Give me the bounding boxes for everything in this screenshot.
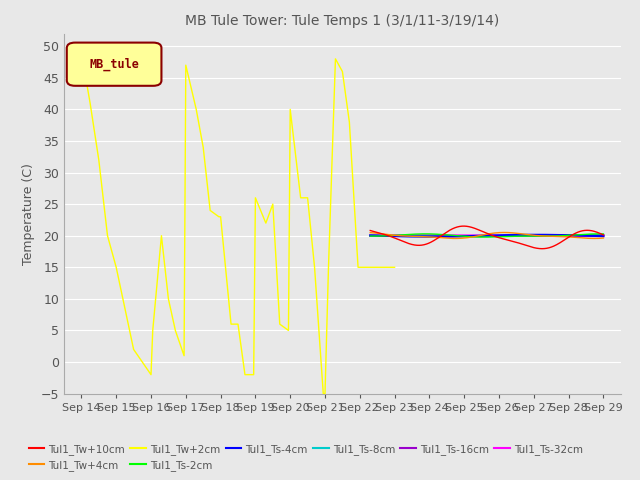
Legend: Tul1_Tw+10cm, Tul1_Tw+4cm, Tul1_Tw+2cm, Tul1_Ts-2cm, Tul1_Ts-4cm, Tul1_Ts-8cm, T: Tul1_Tw+10cm, Tul1_Tw+4cm, Tul1_Tw+2cm, … <box>24 439 588 475</box>
Y-axis label: Temperature (C): Temperature (C) <box>22 163 35 264</box>
Text: MB_tule: MB_tule <box>89 58 139 71</box>
Title: MB Tule Tower: Tule Temps 1 (3/1/11-3/19/14): MB Tule Tower: Tule Temps 1 (3/1/11-3/19… <box>185 14 500 28</box>
FancyBboxPatch shape <box>67 43 161 86</box>
